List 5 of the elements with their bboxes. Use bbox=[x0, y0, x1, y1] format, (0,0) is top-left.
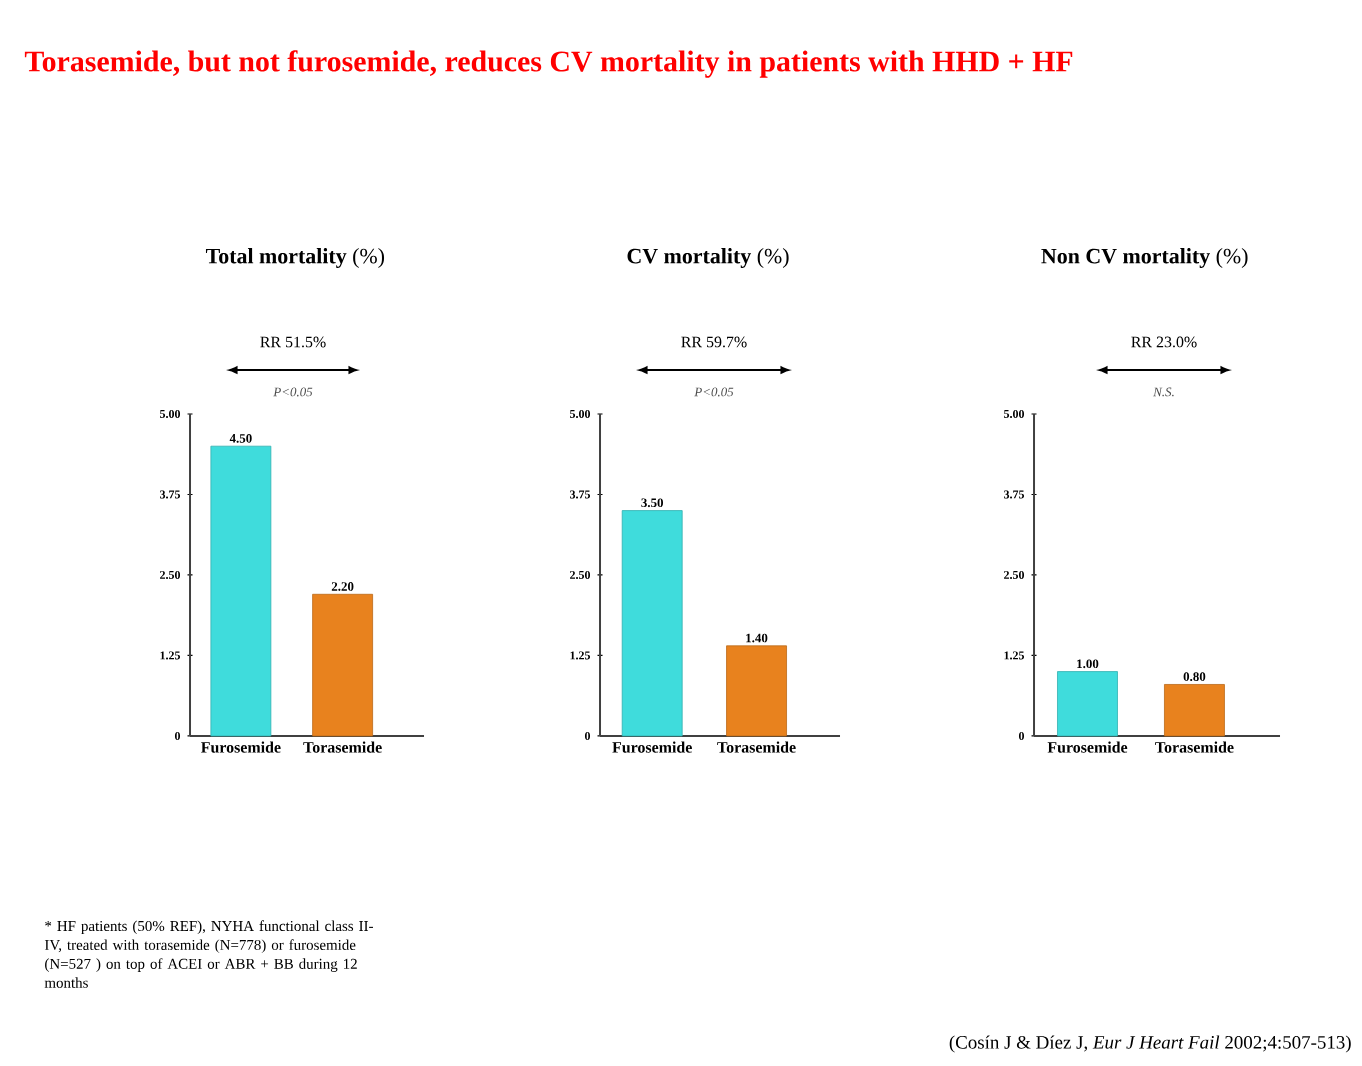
chart-title: Total mortality (%) bbox=[205, 248, 385, 268]
chart-title: Non CV mortality (%) bbox=[1041, 248, 1248, 268]
text: Torasemide, but not furosemide, reduces CV mortality in patients with HHD + HF bbox=[24, 50, 1073, 78]
text: (Cosín J & Díez J, Eur J Heart Fail 2002;4:507-513) bbox=[949, 1035, 1351, 1053]
chart-title: CV mortality (%) bbox=[627, 248, 789, 268]
